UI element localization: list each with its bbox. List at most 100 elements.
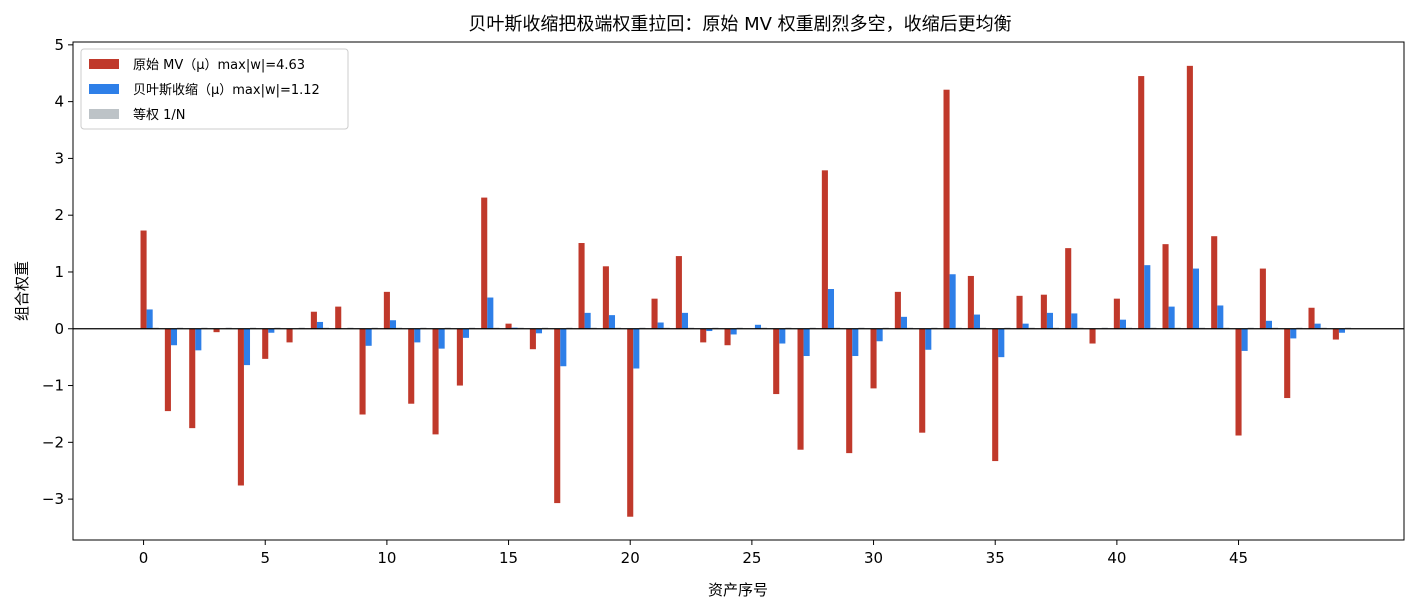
y-tick-label: 0 bbox=[54, 320, 64, 338]
bar-series0-asset-17 bbox=[554, 329, 560, 503]
bar-series0-asset-41 bbox=[1138, 76, 1144, 329]
bar-series0-asset-20 bbox=[627, 329, 633, 517]
bar-series1-asset-31 bbox=[901, 317, 907, 329]
bar-series1-asset-29 bbox=[852, 329, 858, 356]
bar-series0-asset-40 bbox=[1114, 299, 1120, 329]
bar-series0-asset-16 bbox=[530, 329, 536, 349]
bar-series0-asset-39 bbox=[1089, 329, 1095, 344]
bar-series1-asset-14 bbox=[487, 298, 493, 329]
bar-series0-asset-49 bbox=[1333, 329, 1339, 340]
bar-series0-asset-21 bbox=[652, 299, 658, 329]
bar-series1-asset-9 bbox=[366, 329, 372, 346]
chart-title: 贝叶斯收缩把极端权重拉回：原始 MV 权重剧烈多空，收缩后更均衡 bbox=[468, 14, 1011, 35]
y-tick-label: 4 bbox=[54, 93, 64, 111]
bar-series0-asset-13 bbox=[457, 329, 463, 386]
bar-series0-asset-0 bbox=[141, 231, 147, 329]
bar-series1-asset-13 bbox=[463, 329, 469, 338]
bar-series1-asset-26 bbox=[779, 329, 785, 344]
bar-series1-asset-45 bbox=[1242, 329, 1248, 351]
bar-series1-asset-30 bbox=[877, 329, 883, 341]
bar-series1-asset-2 bbox=[195, 329, 201, 351]
bar-series0-asset-9 bbox=[360, 329, 366, 415]
bar-series1-asset-37 bbox=[1047, 313, 1053, 329]
bar-series0-asset-27 bbox=[798, 329, 804, 450]
bar-series1-asset-7 bbox=[317, 322, 323, 329]
bar-series0-asset-29 bbox=[846, 329, 852, 453]
x-tick-label: 0 bbox=[139, 549, 149, 567]
x-tick-label: 20 bbox=[621, 549, 640, 567]
bar-series0-asset-23 bbox=[700, 329, 706, 343]
bar-series0-asset-34 bbox=[968, 276, 974, 329]
bar-series1-asset-17 bbox=[560, 329, 566, 366]
bar-series0-asset-4 bbox=[238, 329, 244, 486]
x-tick-label: 10 bbox=[377, 549, 396, 567]
bar-series0-asset-48 bbox=[1308, 308, 1314, 329]
x-tick-label: 30 bbox=[864, 549, 883, 567]
bar-series1-asset-22 bbox=[682, 313, 688, 329]
bar-series0-asset-1 bbox=[165, 329, 171, 411]
bar-series0-asset-36 bbox=[1017, 296, 1023, 329]
bar-series0-asset-47 bbox=[1284, 329, 1290, 398]
bar-series1-asset-21 bbox=[658, 323, 664, 329]
y-tick-label: 3 bbox=[54, 149, 64, 167]
bar-series0-asset-43 bbox=[1187, 66, 1193, 329]
legend-swatch bbox=[89, 109, 119, 119]
bar-series1-asset-28 bbox=[828, 289, 834, 329]
bar-series0-asset-6 bbox=[287, 329, 293, 343]
bar-series1-asset-34 bbox=[974, 315, 980, 329]
bar-series0-asset-42 bbox=[1162, 244, 1168, 329]
bar-series0-asset-18 bbox=[579, 243, 585, 329]
bar-series1-asset-35 bbox=[998, 329, 1004, 357]
x-tick-label: 40 bbox=[1107, 549, 1126, 567]
legend: 原始 MV（μ）max|w|=4.63贝叶斯收缩（μ）max|w|=1.12等权… bbox=[81, 49, 348, 129]
x-tick-label: 25 bbox=[742, 549, 761, 567]
bar-series0-asset-7 bbox=[311, 312, 317, 329]
bar-series1-asset-12 bbox=[439, 329, 445, 349]
bar-series0-asset-44 bbox=[1211, 236, 1217, 329]
bar-series0-asset-32 bbox=[919, 329, 925, 433]
bar-series0-asset-45 bbox=[1235, 329, 1241, 436]
y-tick-label: 2 bbox=[54, 206, 64, 224]
y-tick-label: −1 bbox=[42, 377, 64, 395]
bar-series1-asset-1 bbox=[171, 329, 177, 345]
bar-series1-asset-43 bbox=[1193, 269, 1199, 329]
bar-series0-asset-37 bbox=[1041, 295, 1047, 329]
bar-series1-asset-20 bbox=[633, 329, 639, 369]
bar-series1-asset-11 bbox=[414, 329, 420, 343]
bar-series0-asset-14 bbox=[481, 198, 487, 329]
bar-series1-asset-46 bbox=[1266, 321, 1272, 329]
y-tick-label: 5 bbox=[54, 36, 64, 54]
bar-series1-asset-4 bbox=[244, 329, 250, 365]
y-tick-label: −2 bbox=[42, 433, 64, 451]
y-tick-label: 1 bbox=[54, 263, 64, 281]
bar-series1-asset-41 bbox=[1144, 265, 1150, 329]
bar-series1-asset-27 bbox=[804, 329, 810, 356]
bar-series1-asset-38 bbox=[1071, 313, 1077, 328]
x-tick-label: 5 bbox=[260, 549, 270, 567]
legend-swatch bbox=[89, 84, 119, 94]
bar-series0-asset-8 bbox=[335, 307, 341, 329]
bar-series1-asset-44 bbox=[1217, 305, 1223, 328]
bar-series1-asset-18 bbox=[585, 313, 591, 329]
bar-series0-asset-46 bbox=[1260, 269, 1266, 329]
bar-series0-asset-11 bbox=[408, 329, 414, 404]
bars-group bbox=[141, 66, 1352, 517]
bar-series0-asset-19 bbox=[603, 266, 609, 328]
bar-series1-asset-48 bbox=[1315, 324, 1321, 329]
bar-series1-asset-0 bbox=[147, 309, 153, 328]
legend-label: 贝叶斯收缩（μ）max|w|=1.12 bbox=[133, 82, 320, 98]
bar-series0-asset-24 bbox=[725, 329, 731, 345]
bar-series0-asset-33 bbox=[944, 90, 950, 329]
bar-series0-asset-38 bbox=[1065, 248, 1071, 329]
x-tick-label: 45 bbox=[1229, 549, 1248, 567]
bar-series0-asset-22 bbox=[676, 256, 682, 329]
bar-series0-asset-2 bbox=[189, 329, 195, 428]
bar-series1-asset-10 bbox=[390, 320, 396, 329]
y-axis-label: 组合权重 bbox=[13, 261, 31, 321]
legend-label: 原始 MV（μ）max|w|=4.63 bbox=[133, 58, 305, 73]
bar-series1-asset-19 bbox=[609, 315, 615, 329]
bar-series0-asset-30 bbox=[871, 329, 877, 389]
